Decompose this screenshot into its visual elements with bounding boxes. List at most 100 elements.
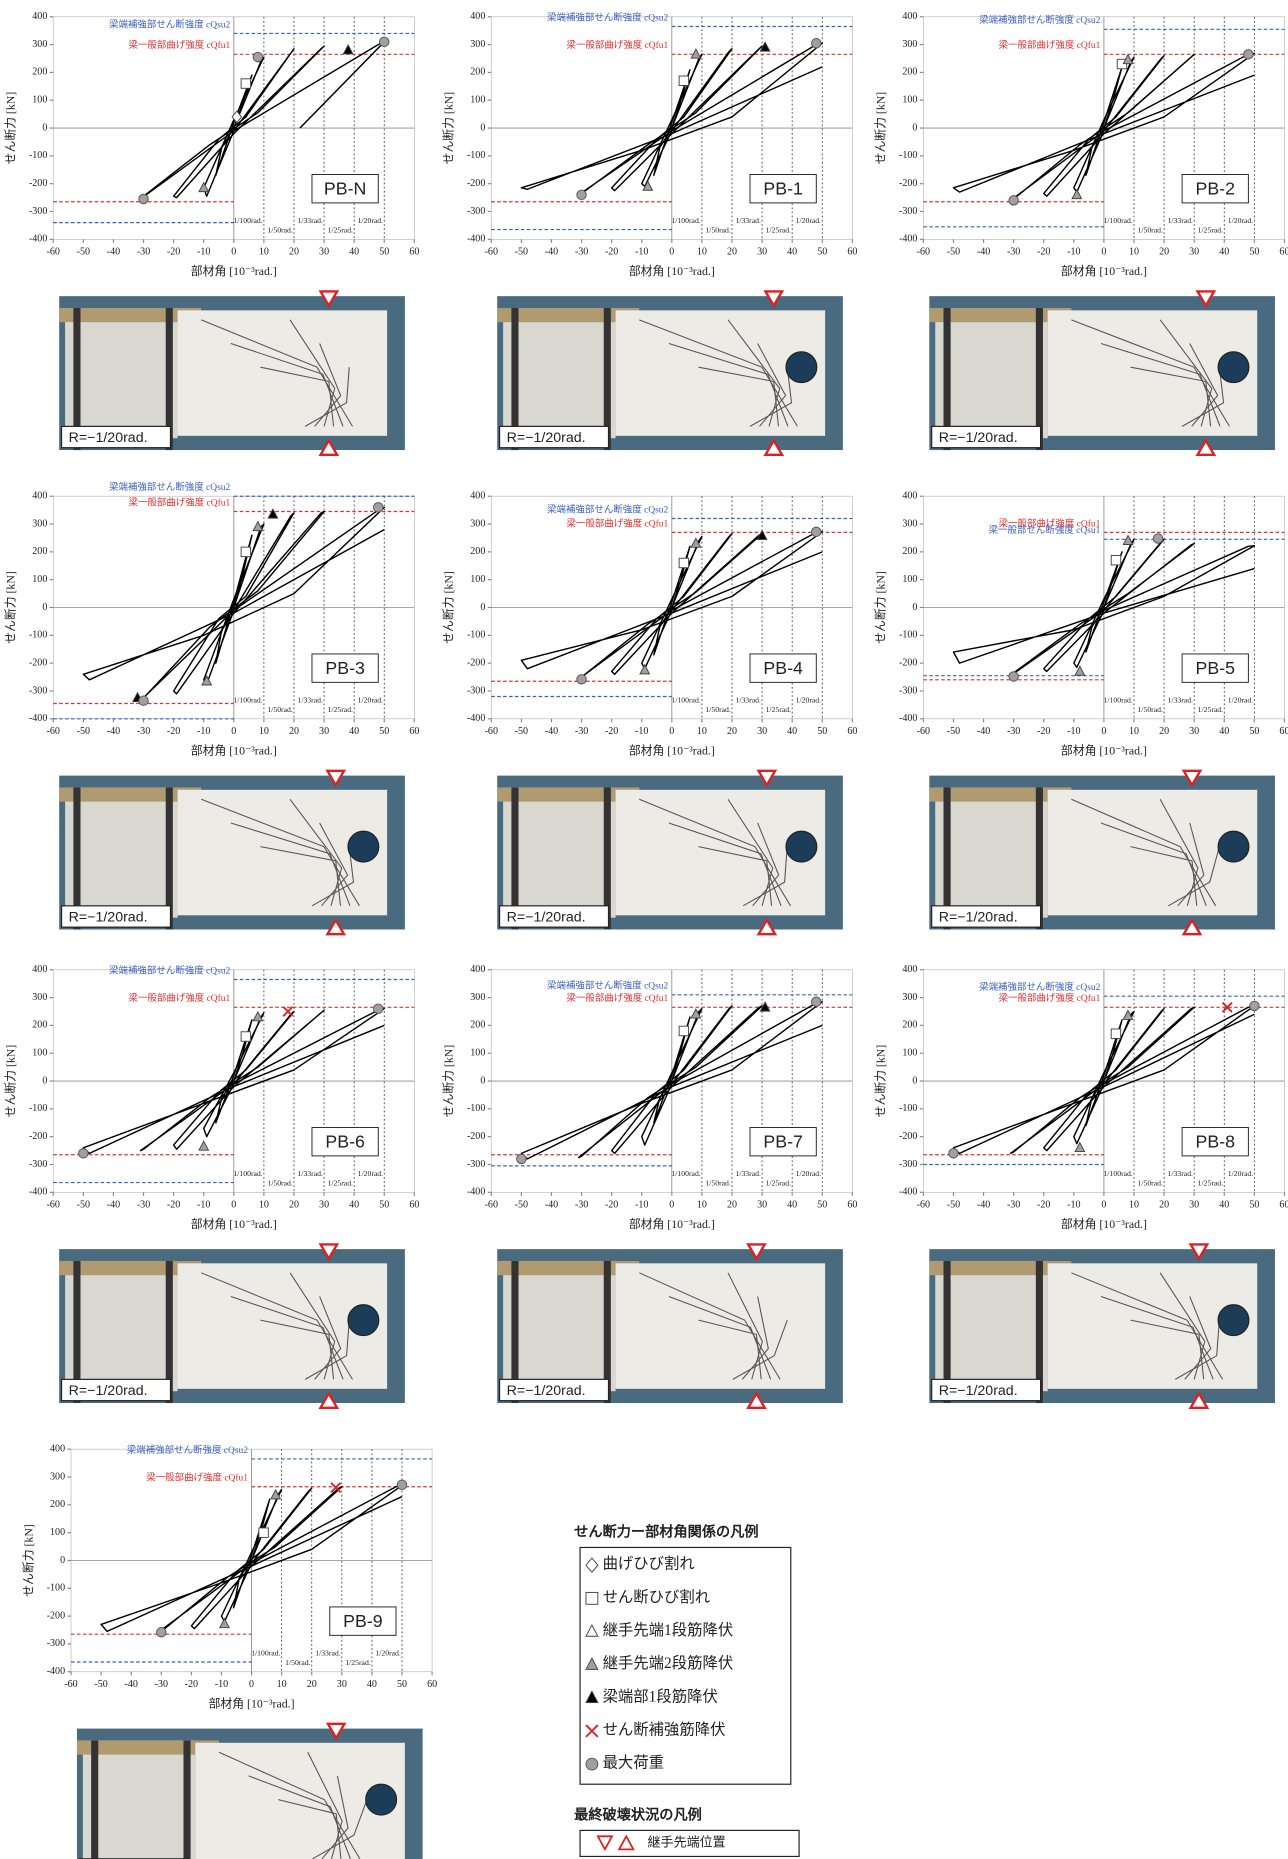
- drift-label: 1/20rad.: [1228, 1169, 1253, 1178]
- marker-circle: [949, 1149, 958, 1158]
- drift-label: 1/33rad.: [297, 1169, 322, 1178]
- y-tick-label: 100: [32, 574, 47, 585]
- x-tick-label: 40: [349, 726, 359, 737]
- y-tick-label: 300: [32, 518, 47, 529]
- x-tick-label: 0: [669, 726, 674, 737]
- photo-label: R=−1/20rad.: [939, 430, 1018, 446]
- x-tick-label: -50: [947, 1200, 960, 1211]
- reference-label: 梁一般部曲げ強度 cQfu1: [128, 992, 230, 1004]
- x-tick-label: 60: [1279, 1200, 1288, 1211]
- damage-photo: R=−1/20rad.: [497, 291, 843, 454]
- x-tick-label: 60: [409, 1200, 419, 1211]
- damage-photo: R=−1/20rad.: [59, 291, 405, 454]
- y-tick-label: 300: [470, 518, 485, 529]
- marker-triangle: [1072, 190, 1081, 199]
- y-tick-label: 300: [50, 1471, 65, 1482]
- chart-title: PB-9: [343, 1611, 383, 1631]
- x-tick-label: -50: [515, 247, 528, 258]
- x-tick-label: -20: [605, 247, 618, 258]
- drift-label: 1/50rad.: [705, 705, 730, 714]
- marker-triangle: [268, 509, 277, 518]
- x-tick-label: 40: [367, 1679, 377, 1690]
- y-tick-label: -300: [899, 206, 917, 217]
- x-tick-label: 50: [1249, 1200, 1259, 1211]
- y-tick-label: -300: [899, 1159, 917, 1170]
- legend-label: せん断ひび割れ: [603, 1588, 711, 1606]
- x-tick-label: 50: [817, 1200, 827, 1211]
- drift-label: 1/33rad.: [1168, 695, 1193, 704]
- damage-legend-title: 最終破壊状況の凡例: [574, 1806, 702, 1823]
- y-tick-label: -100: [29, 630, 47, 641]
- x-tick-label: -10: [1067, 726, 1080, 737]
- marker-triangle: [199, 1141, 208, 1150]
- drift-label: 1/50rad.: [267, 1179, 292, 1188]
- duct-hole: [348, 1305, 379, 1336]
- marker-circle: [1009, 196, 1018, 205]
- marker-circle: [79, 1149, 88, 1158]
- x-tick-label: -30: [1007, 726, 1020, 737]
- drift-label: 1/33rad.: [1168, 1169, 1193, 1178]
- x-tick-label: 40: [787, 247, 797, 258]
- x-tick-label: -50: [77, 247, 90, 258]
- x-tick-label: -20: [605, 726, 618, 737]
- drift-label: 1/100rad.: [1104, 216, 1133, 225]
- y-tick-label: 300: [470, 39, 485, 50]
- x-tick-label: 30: [319, 247, 329, 258]
- reference-label: 梁端補強部せん断強度 cQsu2: [109, 964, 231, 976]
- x-tick-label: -20: [605, 1200, 618, 1211]
- drift-label: 1/25rad.: [1198, 705, 1223, 714]
- marker-circle: [157, 1628, 166, 1637]
- duct-hole: [348, 831, 379, 862]
- x-tick-label: 10: [259, 1200, 269, 1211]
- drift-label: 1/50rad.: [285, 1658, 310, 1667]
- y-tick-label: -100: [47, 1583, 65, 1594]
- damage-photo: R=−1/20rad.: [497, 1244, 843, 1407]
- reference-label: 梁一般部曲げ強度 cQfu1: [566, 992, 668, 1004]
- drift-label: 1/20rad.: [358, 695, 383, 704]
- x-tick-label: 20: [727, 1200, 737, 1211]
- marker-square: [241, 1032, 250, 1041]
- y-tick-label: 400: [470, 491, 485, 502]
- x-tick-label: -30: [137, 726, 150, 737]
- x-tick-label: -40: [977, 247, 990, 258]
- x-tick-label: -40: [545, 726, 558, 737]
- x-tick-label: -40: [977, 1200, 990, 1211]
- y-axis-label: せん断力 [kN]: [874, 92, 888, 165]
- y-tick-label: 100: [902, 574, 917, 585]
- marker-square: [1111, 1029, 1120, 1038]
- reference-label: 梁端補強部せん断強度 cQsu2: [109, 18, 231, 30]
- x-tick-label: 30: [1189, 726, 1199, 737]
- marker-square: [679, 76, 688, 85]
- marker-triangle: [640, 665, 649, 674]
- x-tick-label: -10: [197, 1200, 210, 1211]
- x-tick-label: -60: [917, 726, 930, 737]
- steel-frame: [503, 1261, 615, 1391]
- x-tick-label: 50: [817, 247, 827, 258]
- x-tick-label: 60: [1279, 247, 1288, 258]
- y-tick-label: -200: [47, 1610, 65, 1621]
- x-tick-label: -50: [94, 1679, 107, 1690]
- x-tick-label: 40: [787, 1200, 797, 1211]
- y-tick-label: 100: [50, 1527, 65, 1538]
- drift-label: 1/100rad.: [233, 695, 262, 704]
- damage-photo: R=−1/20rad.: [929, 771, 1275, 934]
- x-tick-label: -20: [185, 1679, 198, 1690]
- drift-label: 1/33rad.: [315, 1648, 340, 1657]
- drift-label: 1/33rad.: [1168, 216, 1193, 225]
- marker-circle: [139, 696, 148, 705]
- steel-frame: [503, 308, 615, 438]
- chart: -400-300-200-1000100200300400-60-50-40-3…: [21, 1444, 437, 1711]
- x-tick-label: 0: [1101, 1200, 1106, 1211]
- x-tick-label: -10: [635, 247, 648, 258]
- x-tick-label: -10: [1067, 1200, 1080, 1211]
- y-tick-label: -200: [29, 1131, 47, 1142]
- x-tick-label: 50: [817, 726, 827, 737]
- drift-label: 1/25rad.: [328, 1179, 353, 1188]
- x-tick-label: -40: [125, 1679, 138, 1690]
- x-tick-label: 50: [379, 1200, 389, 1211]
- marker-square: [241, 547, 250, 556]
- photo-label: R=−1/20rad.: [69, 909, 148, 925]
- drift-label: 1/20rad.: [358, 1169, 383, 1178]
- y-tick-label: 400: [32, 491, 47, 502]
- chart: -400-300-200-1000100200300400-60-50-40-3…: [442, 964, 858, 1231]
